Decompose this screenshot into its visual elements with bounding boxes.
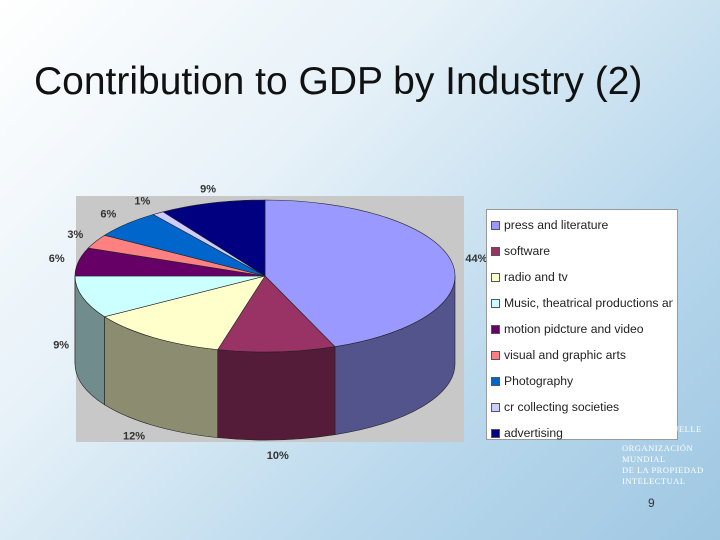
legend-swatch xyxy=(491,402,500,412)
pie-side-software xyxy=(217,346,336,441)
legend-label: Music, theatrical productions and opera xyxy=(504,296,673,310)
watermark-es-line: INTELECTUAL xyxy=(622,476,686,486)
legend-swatch xyxy=(491,220,500,230)
legend-item-music-theatrical-productions-and-opera: Music, theatrical productions and opera xyxy=(491,290,673,316)
organization-watermark: INTELLECTUELLE ORGANIZACIÓN MUNDIAL DE L… xyxy=(622,424,704,487)
legend-swatch xyxy=(491,350,500,360)
chart-legend: press and literature software radio and tv… xyxy=(486,209,678,440)
slide-title: Contribution to GDP by Industry (2) xyxy=(34,60,643,103)
legend-swatch xyxy=(491,324,500,334)
pie-data-labels: 44%10%12%9%6%3%6%1%9% xyxy=(49,183,488,461)
watermark-es-line: DE LA PROPIEDAD xyxy=(622,465,704,475)
data-label-radio-and-tv: 12% xyxy=(123,431,145,443)
legend-label: advertising xyxy=(504,426,563,440)
legend-label: cr collecting societies xyxy=(504,400,620,414)
legend-swatch xyxy=(491,272,500,282)
legend-swatch xyxy=(491,428,500,438)
legend-item-cr-collecting-societies: cr collecting societies xyxy=(491,394,673,420)
data-label-press-and-literature: 44% xyxy=(465,253,487,265)
data-label-cr-collecting-societies: 1% xyxy=(134,195,150,207)
legend-item-advertising: advertising xyxy=(491,420,673,446)
pie-top-faces xyxy=(74,199,456,353)
legend-item-photography: Photography xyxy=(491,368,673,394)
legend-item-motion-pidcture-and-video: motion pidcture and video xyxy=(491,316,673,342)
legend-item-radio-and-tv: radio and tv xyxy=(491,264,673,290)
legend-swatch xyxy=(491,246,500,256)
data-label-advertising: 9% xyxy=(200,183,216,195)
legend-item-press-and-literature: press and literature xyxy=(491,212,673,238)
legend-label: motion pidcture and video xyxy=(504,322,644,336)
pie-side-walls xyxy=(74,275,456,441)
pie-slice-advertising xyxy=(162,199,266,277)
watermark-fr-text: INTELLECTUELLE xyxy=(622,424,702,434)
page-number: 9 xyxy=(648,496,655,510)
legend-label: Photography xyxy=(504,374,574,388)
data-label-software: 10% xyxy=(267,450,289,462)
pie-slice-radio-and-tv xyxy=(103,275,266,350)
legend-item-visual-and-graphic-arts: visual and graphic arts xyxy=(491,342,673,368)
legend-label: press and literature xyxy=(504,218,609,232)
watermark-es-line: ORGANIZACIÓN xyxy=(622,443,694,453)
data-label-motion-pidcture-and-video: 6% xyxy=(49,253,65,265)
pie-slice-software xyxy=(217,275,336,353)
data-label-photography: 6% xyxy=(100,208,116,220)
legend-label: radio and tv xyxy=(504,270,568,284)
legend-label: software xyxy=(504,244,551,258)
legend-swatch xyxy=(491,298,500,308)
data-label-music-theatrical-productions-and-opera: 9% xyxy=(53,340,69,352)
pie-slice-music-theatrical-productions-and-opera xyxy=(74,275,266,318)
legend-label: visual and graphic arts xyxy=(504,348,626,362)
legend-swatch xyxy=(491,376,500,386)
pie-slice-press-and-literature xyxy=(264,199,456,347)
legend-item-software: software xyxy=(491,238,673,264)
data-label-visual-and-graphic-arts: 3% xyxy=(67,229,83,241)
watermark-es-line: MUNDIAL xyxy=(622,454,666,464)
